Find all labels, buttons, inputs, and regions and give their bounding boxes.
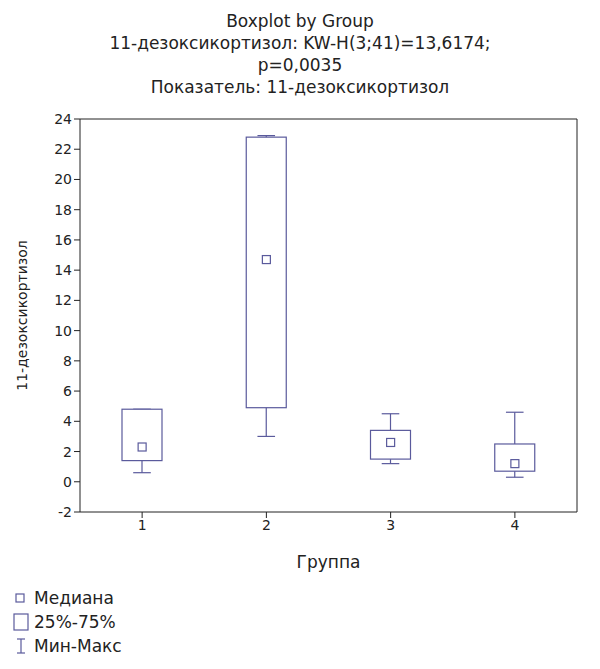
svg-text:4: 4: [510, 517, 519, 533]
svg-text:24: 24: [54, 111, 72, 127]
svg-text:8: 8: [63, 353, 72, 369]
svg-text:1: 1: [138, 517, 147, 533]
svg-text:16: 16: [54, 232, 72, 248]
html-text:25%-75%: 25%-75%: [34, 612, 116, 632]
svg-text:3: 3: [386, 517, 395, 533]
svg-text:0: 0: [63, 474, 72, 490]
svg-text:11-дезоксикортизол: 11-дезоксикортизол: [14, 240, 30, 391]
html-text:Boxplot by Group: Boxplot by Group: [226, 11, 374, 31]
svg-text:20: 20: [54, 171, 72, 187]
svg-text:2: 2: [63, 444, 72, 460]
svg-text:10: 10: [54, 323, 72, 339]
svg-text:2: 2: [262, 517, 271, 533]
svg-text:Группа: Группа: [297, 552, 361, 572]
html-text:Медиана: Медиана: [34, 588, 114, 608]
html-text:Мин-Макс: Мин-Макс: [34, 636, 122, 656]
svg-text:-2: -2: [58, 504, 72, 520]
svg-text:4: 4: [63, 413, 72, 429]
html-text:11-дезоксикортизол: KW-H(3;41): 11-дезоксикортизол: KW-H(3;41)=13,6174;: [109, 33, 491, 53]
svg-text:6: 6: [63, 383, 72, 399]
svg-text:12: 12: [54, 292, 72, 308]
html-text:Показатель: 11-дезоксикортизол: Показатель: 11-дезоксикортизол: [150, 77, 450, 97]
html-text:p=0,0035: p=0,0035: [257, 55, 343, 75]
svg-text:22: 22: [54, 141, 72, 157]
svg-text:14: 14: [54, 262, 72, 278]
svg-text:18: 18: [54, 202, 72, 218]
